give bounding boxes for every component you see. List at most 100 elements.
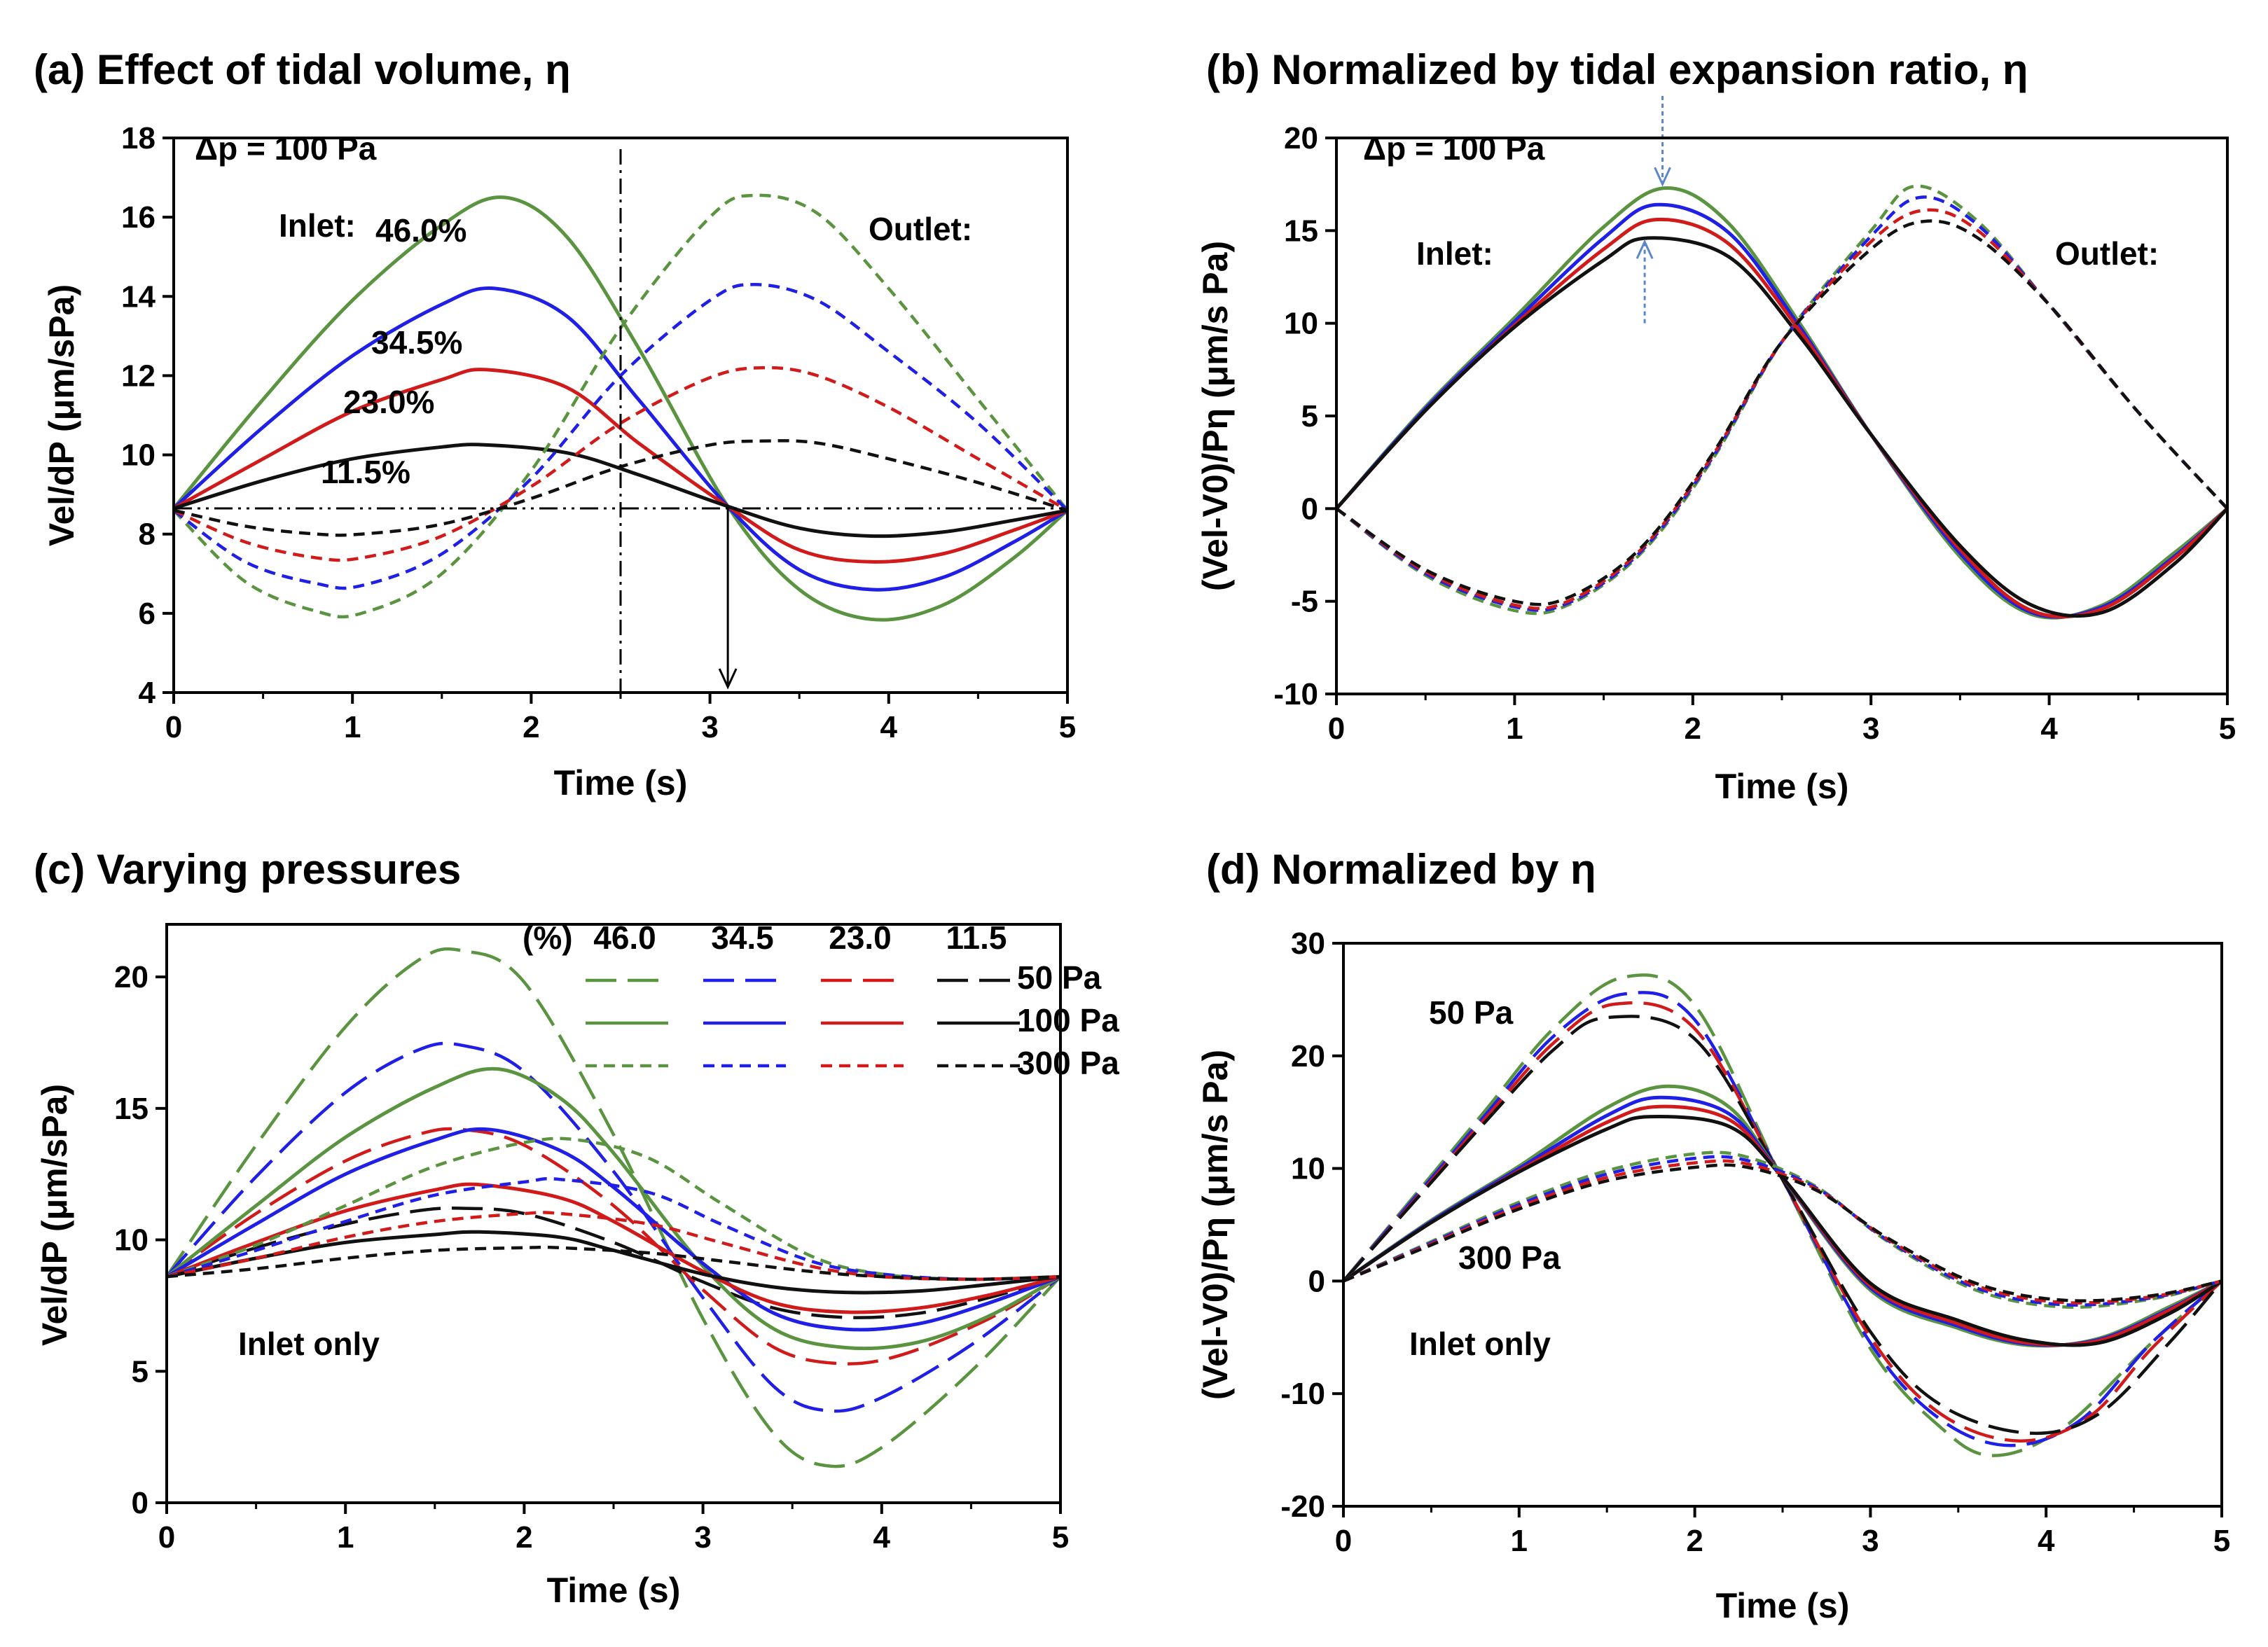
panel-b-y-label: (Vel-V0)/Pη (μm/s Pa) — [1196, 241, 1235, 591]
y-tick-label-d-3: 10 — [1291, 1152, 1325, 1186]
y-tick-label-d-0: -20 — [1280, 1489, 1325, 1524]
x-tick-label-a-3: 3 — [701, 710, 718, 744]
panel-b-x-label: Time (s) — [1715, 767, 1849, 806]
y-tick-label-b-3: 5 — [1301, 399, 1318, 433]
panel-d-50pa-label: 50 Pa — [1429, 994, 1514, 1031]
panel-a-dp-annotation: Δp = 100 Pa — [195, 130, 377, 167]
series-line-d-10 — [1343, 1159, 2222, 1305]
panel-b-title: (b) Normalized by tidal expansion ratio,… — [1206, 46, 2028, 93]
series-line-d-6 — [1342, 1104, 2223, 1347]
legend-header-11: 11.5 — [946, 919, 1007, 956]
x-tick-label-a-4: 4 — [880, 710, 898, 744]
legend-header-23: 23.0 — [829, 919, 892, 956]
x-tick-label-d-3: 3 — [1862, 1524, 1879, 1558]
x-tick-label-b-4: 4 — [2040, 711, 2058, 746]
panel-b-outlet-label: Outlet: — [2055, 235, 2159, 272]
panel-a-inlet-label: Inlet: — [279, 207, 356, 244]
series-line-d-7 — [1342, 1114, 2223, 1347]
panel-a: (a) Effect of tidal volume, η 0 1 2 3 4 54681… — [34, 46, 1076, 802]
crossing-arrow-head — [718, 668, 738, 690]
panel-c-series — [165, 947, 1062, 1468]
panel-d-y-label: (Vel-V0)/Pη (μm/s Pa) — [1196, 1050, 1235, 1400]
panel-a-outlet-label: Outlet: — [869, 211, 972, 247]
y-tick-label-b-6: 20 — [1284, 121, 1318, 155]
y-tick-label-c-1: 5 — [132, 1354, 148, 1389]
panel-c-plot-frame — [165, 923, 1062, 1504]
series-line-c-4 — [165, 1066, 1062, 1351]
x-tick-label-a-1: 1 — [344, 710, 361, 744]
x-tick-label-b-2: 2 — [1685, 711, 1701, 746]
legend-swatches — [586, 978, 1020, 1068]
panel-b-series — [1335, 184, 2229, 620]
series-line-a-3 — [173, 443, 1068, 538]
series-line-d-0 — [1342, 973, 2223, 1457]
y-tick-label-a-7: 18 — [121, 121, 155, 155]
y-tick-label-c-4: 20 — [114, 960, 148, 994]
series-line-d-1 — [1342, 991, 2223, 1447]
x-tick-label-a-0: 0 — [165, 710, 182, 744]
series-line-c-9 — [166, 1176, 1061, 1281]
x-tick-label-d-5: 5 — [2213, 1524, 2230, 1558]
x-tick-label-c-1: 1 — [337, 1520, 354, 1555]
x-tick-label-b-0: 0 — [1328, 711, 1345, 746]
panel-b: (b) Normalized by tidal expansion ratio,… — [1196, 46, 2236, 806]
series-line-c-2 — [165, 1127, 1062, 1365]
panel-a-label-46: 46.0% — [375, 212, 466, 249]
series-line-c-6 — [166, 1182, 1061, 1314]
x-tick-label-a-2: 2 — [523, 710, 539, 744]
y-tick-label-a-4: 12 — [121, 359, 155, 393]
panel-d: (d) Normalized by η 0 1 2 3 4 5-20-100102030 … — [1196, 846, 2230, 1625]
x-tick-label-d-1: 1 — [1511, 1524, 1528, 1558]
y-tick-label-b-0: -10 — [1273, 677, 1318, 711]
y-tick-label-a-1: 6 — [139, 597, 155, 631]
series-line-d-9 — [1343, 1155, 2222, 1307]
series-line-d-2 — [1342, 1001, 2223, 1443]
y-tick-label-a-5: 14 — [121, 279, 155, 314]
x-tick-label-c-3: 3 — [694, 1520, 711, 1555]
panel-d-x-label: Time (s) — [1716, 1586, 1850, 1625]
panel-a-label-34: 34.5% — [371, 324, 462, 361]
y-tick-label-c-3: 15 — [114, 1092, 148, 1126]
panel-d-axes: 0 1 2 3 4 5 -20 -10 0 10 20 30 — [1280, 926, 2230, 1558]
x-tick-label-b-1: 1 — [1506, 711, 1523, 746]
series-line-c-5 — [165, 1127, 1061, 1332]
x-tick-label-d-2: 2 — [1686, 1524, 1703, 1558]
series-line-a-0 — [172, 195, 1069, 622]
series-line-b-2 — [1335, 217, 2229, 619]
legend-row-100pa: 100 Pa — [1017, 1002, 1119, 1038]
panel-d-300pa-label: 300 Pa — [1458, 1239, 1561, 1276]
series-line-a-2 — [172, 368, 1068, 564]
x-tick-label-c-2: 2 — [516, 1520, 532, 1555]
series-line-d-8 — [1343, 1151, 2222, 1309]
panel-c-legend: (%) 46.0 34.5 23.0 11.5 50 Pa 100 Pa 300… — [523, 919, 1119, 1081]
series-line-c-3 — [166, 1207, 1061, 1319]
panel-c-y-label: Vel/dP (μm/sPa) — [35, 1084, 74, 1346]
panel-c: (c) Varying pressures 0 1 2 3 4 5 0 5 10 15 20 Tim… — [34, 846, 1119, 1610]
legend-header-46: 46.0 — [593, 919, 656, 956]
y-tick-label-a-0: 4 — [139, 676, 156, 710]
legend-row-50pa: 50 Pa — [1017, 959, 1102, 996]
y-tick-label-c-2: 10 — [114, 1223, 148, 1258]
panel-b-dp-annotation: Δp = 100 Pa — [1363, 130, 1545, 167]
x-tick-label-d-4: 4 — [2038, 1524, 2055, 1558]
y-tick-label-b-2: 0 — [1301, 492, 1318, 526]
series-line-c-1 — [165, 1041, 1062, 1413]
x-tick-label-c-5: 5 — [1052, 1520, 1069, 1555]
y-tick-label-a-6: 16 — [121, 200, 155, 235]
panel-b-overlays — [1636, 96, 1671, 324]
series-line-c-11 — [166, 1245, 1061, 1281]
panel-a-y-label: Vel/dP (μm/sPa) — [42, 284, 81, 546]
peak-arrow-down-head — [1654, 167, 1671, 187]
series-line-c-7 — [166, 1230, 1061, 1295]
x-tick-label-b-5: 5 — [2219, 711, 2236, 746]
x-tick-label-a-5: 5 — [1059, 710, 1076, 744]
series-line-a-1 — [172, 286, 1069, 592]
series-line-c-8 — [166, 1137, 1061, 1281]
y-tick-label-b-5: 15 — [1284, 214, 1318, 248]
series-line-b-7 — [1335, 219, 2229, 606]
y-tick-label-d-2: 0 — [1308, 1264, 1325, 1298]
y-tick-label-b-4: 10 — [1284, 307, 1318, 341]
y-tick-label-d-4: 20 — [1291, 1039, 1325, 1073]
